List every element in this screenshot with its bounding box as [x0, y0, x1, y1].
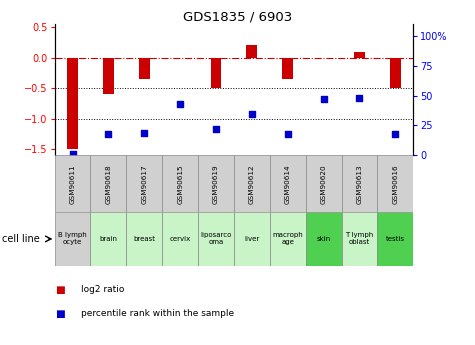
Bar	[67, 58, 78, 149]
Text: percentile rank within the sample: percentile rank within the sample	[81, 309, 234, 318]
Text: macroph
age: macroph age	[272, 233, 303, 245]
Text: log2 ratio: log2 ratio	[81, 285, 124, 294]
Point	[141, 130, 148, 135]
Text: testis: testis	[386, 236, 405, 242]
Bar	[247, 46, 257, 58]
Text: T lymph
oblast: T lymph oblast	[345, 233, 373, 245]
Point	[391, 131, 399, 137]
Text: GSM90613: GSM90613	[356, 164, 362, 204]
Bar	[306, 212, 342, 266]
Bar	[139, 58, 150, 79]
Point	[320, 97, 327, 102]
Point	[356, 95, 363, 101]
Point	[69, 151, 76, 157]
Text: GDS1835 / 6903: GDS1835 / 6903	[183, 10, 292, 23]
Bar	[342, 155, 378, 212]
Text: GSM90612: GSM90612	[249, 164, 255, 204]
Bar	[306, 155, 342, 212]
Text: GSM90617: GSM90617	[141, 164, 147, 204]
Text: liver: liver	[244, 236, 259, 242]
Bar	[270, 155, 306, 212]
Text: GSM90615: GSM90615	[177, 164, 183, 204]
Text: cell line: cell line	[2, 234, 40, 244]
Bar	[210, 58, 221, 88]
Bar	[126, 212, 162, 266]
Bar	[55, 155, 91, 212]
Bar	[378, 212, 413, 266]
Bar	[103, 58, 114, 94]
Text: skin: skin	[316, 236, 331, 242]
Text: ■: ■	[55, 309, 65, 319]
Text: B lymph
ocyte: B lymph ocyte	[58, 233, 87, 245]
Bar	[162, 155, 198, 212]
Bar	[162, 212, 198, 266]
Text: breast: breast	[133, 236, 155, 242]
Bar	[234, 155, 270, 212]
Bar	[354, 52, 365, 58]
Bar	[234, 212, 270, 266]
Bar	[378, 155, 413, 212]
Point	[284, 131, 292, 137]
Bar	[91, 155, 126, 212]
Point	[248, 111, 256, 116]
Point	[104, 131, 112, 137]
Text: liposarco
oma: liposarco oma	[200, 233, 232, 245]
Point	[176, 101, 184, 107]
Text: brain: brain	[99, 236, 117, 242]
Text: GSM90619: GSM90619	[213, 164, 219, 204]
Point	[212, 126, 220, 132]
Bar	[282, 58, 293, 79]
Text: GSM90616: GSM90616	[392, 164, 399, 204]
Bar	[342, 212, 378, 266]
Text: GSM90611: GSM90611	[69, 164, 76, 204]
Bar	[198, 155, 234, 212]
Bar	[198, 212, 234, 266]
Text: GSM90614: GSM90614	[285, 164, 291, 204]
Bar	[126, 155, 162, 212]
Bar	[270, 212, 306, 266]
Text: GSM90620: GSM90620	[321, 164, 327, 204]
Bar	[91, 212, 126, 266]
Text: GSM90618: GSM90618	[105, 164, 112, 204]
Text: cervix: cervix	[170, 236, 191, 242]
Bar	[55, 212, 91, 266]
Bar	[390, 58, 401, 88]
Text: ■: ■	[55, 285, 65, 295]
